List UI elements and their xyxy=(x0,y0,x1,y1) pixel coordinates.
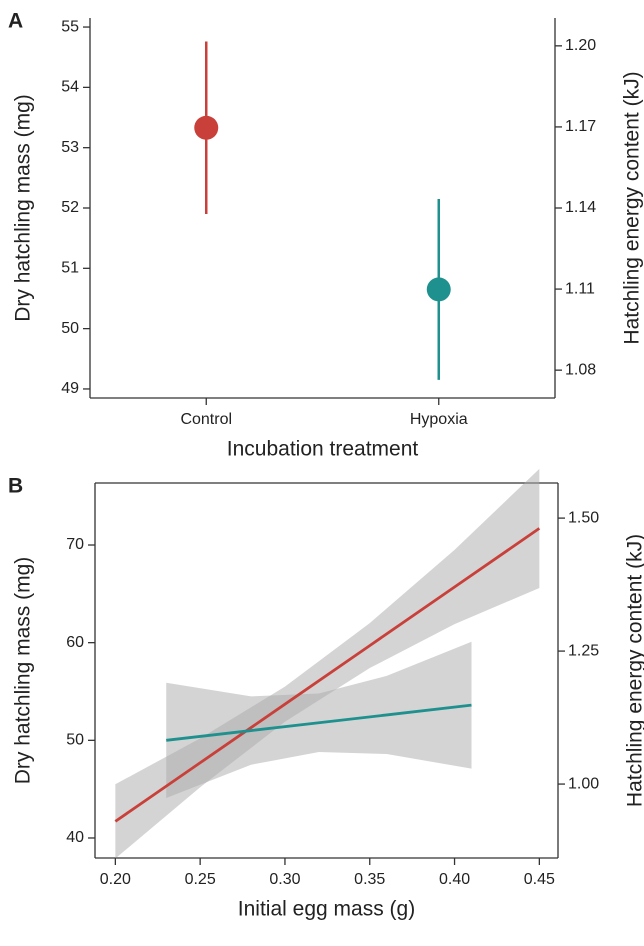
x-tick-label: 0.40 xyxy=(439,871,470,888)
y2-tick-label: 1.17 xyxy=(565,118,596,135)
y-tick-label: 52 xyxy=(61,199,79,216)
y-tick-label: 70 xyxy=(66,536,84,553)
confidence-band xyxy=(115,468,540,859)
y2-tick-label: 1.08 xyxy=(565,361,596,378)
point xyxy=(426,277,451,302)
y2-tick-label: 1.14 xyxy=(565,199,596,216)
x-tick-label: 0.30 xyxy=(269,871,300,888)
y-tick-label: 50 xyxy=(61,320,79,337)
y-tick-label: 40 xyxy=(66,829,84,846)
y-axis-title: Dry hatchling mass (mg) xyxy=(12,557,35,785)
y-axis-title: Dry hatchling mass (mg) xyxy=(12,94,35,322)
confidence-band xyxy=(166,641,472,798)
y2-tick-label: 1.11 xyxy=(565,280,595,297)
x-tick-label: Hypoxia xyxy=(410,411,468,428)
y2-axis-title: Hatchling energy content (kJ) xyxy=(621,71,644,344)
x-axis-title: Incubation treatment xyxy=(227,438,419,461)
y-tick-label: 54 xyxy=(61,79,79,96)
y2-tick-label: 1.50 xyxy=(568,509,599,526)
x-tick-label: 0.45 xyxy=(524,871,555,888)
trend-line xyxy=(166,703,472,742)
panel-label: A xyxy=(8,10,23,33)
y2-axis-title: Hatchling energy content (kJ) xyxy=(624,534,644,807)
point xyxy=(194,115,219,140)
x-tick-label: 0.25 xyxy=(185,871,216,888)
y2-tick-label: 1.00 xyxy=(568,775,599,792)
y2-tick-label: 1.25 xyxy=(568,642,599,659)
x-tick-label: 0.20 xyxy=(100,871,131,888)
y-tick-label: 53 xyxy=(61,139,79,156)
y-tick-label: 50 xyxy=(66,732,84,749)
y-tick-label: 49 xyxy=(61,380,79,397)
x-axis-title: Initial egg mass (g) xyxy=(238,898,415,921)
y-tick-label: 55 xyxy=(61,18,79,35)
y-tick-label: 60 xyxy=(66,634,84,651)
x-tick-label: 0.35 xyxy=(354,871,385,888)
x-tick-label: Control xyxy=(180,411,232,428)
y-tick-label: 51 xyxy=(61,260,79,277)
y2-tick-label: 1.20 xyxy=(565,37,596,54)
panel-label: B xyxy=(8,475,23,498)
trend-line xyxy=(114,527,541,823)
